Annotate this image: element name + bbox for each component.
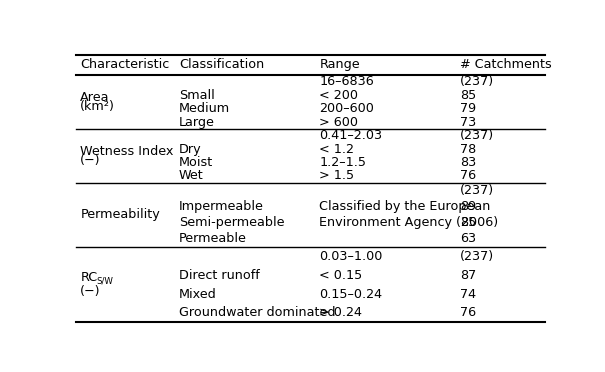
Text: 1.2–1.5: 1.2–1.5 [319, 156, 367, 169]
Text: Permeable: Permeable [179, 232, 247, 245]
Text: Area: Area [80, 90, 110, 103]
Text: Characteristic: Characteristic [80, 58, 169, 71]
Text: Direct runoff: Direct runoff [179, 269, 260, 282]
Text: Range: Range [319, 58, 360, 71]
Text: S/W: S/W [96, 277, 113, 286]
Text: Classification: Classification [179, 58, 264, 71]
Text: < 0.15: < 0.15 [319, 269, 362, 282]
Text: Mixed: Mixed [179, 288, 217, 301]
Text: (−): (−) [80, 285, 101, 298]
Text: 76: 76 [460, 307, 476, 320]
Text: 73: 73 [460, 116, 476, 129]
Text: 85: 85 [460, 89, 476, 102]
Text: 63: 63 [460, 232, 476, 245]
Text: Environment Agency (2006): Environment Agency (2006) [319, 216, 499, 229]
Text: 78: 78 [460, 142, 476, 155]
Text: Wet: Wet [179, 170, 203, 183]
Text: Classified by the European: Classified by the European [319, 200, 491, 213]
Text: 76: 76 [460, 170, 476, 183]
Text: 74: 74 [460, 288, 476, 301]
Text: 0.15–0.24: 0.15–0.24 [319, 288, 382, 301]
Text: RC: RC [80, 272, 97, 284]
Text: Small: Small [179, 89, 215, 102]
Text: (237): (237) [460, 184, 494, 197]
Text: 85: 85 [460, 216, 476, 229]
Text: Permeability: Permeability [80, 208, 160, 221]
Text: Groundwater dominated: Groundwater dominated [179, 307, 335, 320]
Text: Dry: Dry [179, 142, 201, 155]
Text: > 600: > 600 [319, 116, 358, 129]
Text: Wetness Index: Wetness Index [80, 145, 174, 158]
Text: 0.03–1.00: 0.03–1.00 [319, 250, 383, 263]
Text: Medium: Medium [179, 102, 230, 115]
Text: 0.41–2.03: 0.41–2.03 [319, 129, 382, 142]
Text: Large: Large [179, 116, 215, 129]
Text: # Catchments: # Catchments [460, 58, 552, 71]
Text: > 1.5: > 1.5 [319, 170, 355, 183]
Text: (−): (−) [80, 154, 101, 167]
Text: < 1.2: < 1.2 [319, 142, 355, 155]
Text: 16–6836: 16–6836 [319, 75, 374, 88]
Text: 87: 87 [460, 269, 476, 282]
Text: Semi-permeable: Semi-permeable [179, 216, 284, 229]
Text: Impermeable: Impermeable [179, 200, 264, 213]
Text: 83: 83 [460, 156, 476, 169]
Text: 89: 89 [460, 200, 476, 213]
Text: Moist: Moist [179, 156, 213, 169]
Text: (237): (237) [460, 75, 494, 88]
Text: 79: 79 [460, 102, 476, 115]
Text: 200–600: 200–600 [319, 102, 374, 115]
Text: (km²): (km²) [80, 100, 115, 113]
Text: (237): (237) [460, 250, 494, 263]
Text: > 0.24: > 0.24 [319, 307, 362, 320]
Text: (237): (237) [460, 129, 494, 142]
Text: < 200: < 200 [319, 89, 358, 102]
